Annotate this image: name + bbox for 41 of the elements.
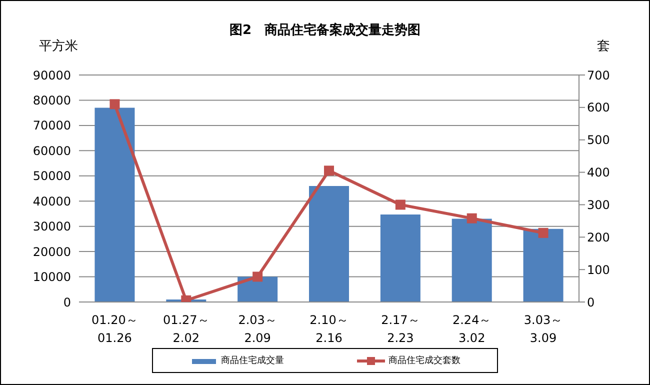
y-tick-label: 10000	[32, 270, 71, 284]
point	[252, 272, 263, 282]
y-tick-label: 30000	[32, 220, 71, 234]
bar	[523, 228, 564, 302]
point	[466, 213, 477, 224]
y2-tick-label: 100	[587, 262, 610, 277]
point	[110, 99, 120, 110]
y-tick-label: 40000	[32, 194, 71, 208]
point	[395, 200, 406, 210]
x-tick-label: 3.03～ 3.09	[524, 313, 563, 345]
y-tick-label: 0	[63, 295, 71, 310]
y2-tick-label: 600	[587, 100, 610, 115]
y2-tick-label: 500	[587, 133, 610, 148]
y2-tick-label: 0	[587, 295, 595, 310]
y2-tick-label: 300	[587, 198, 610, 212]
x-tick-label: 2.17～ 2.23	[381, 313, 420, 345]
bar	[309, 186, 349, 302]
x-tick-label: 01.20～ 01.26	[92, 313, 138, 345]
y-tick-label: 60000	[32, 144, 71, 158]
bar	[380, 214, 420, 302]
legend-label: 商品住宅成交套数	[387, 354, 460, 367]
y-tick-label: 70000	[32, 118, 71, 133]
bar	[94, 108, 135, 302]
y2-tick-label: 700	[587, 68, 610, 82]
chart-title: 图2 商品住宅备案成交量走势图	[228, 22, 422, 39]
x-tick-label: 01.27～ 2.02	[162, 313, 210, 345]
y2-axis-title: 套	[597, 38, 610, 55]
y2-tick-label: 200	[587, 230, 610, 244]
bar	[452, 218, 492, 302]
point	[538, 228, 548, 238]
y-tick-label: 90000	[32, 68, 71, 82]
x-tick-label: 2.10～ 2.16	[310, 313, 348, 345]
legend-label: 商品住宅成交量	[220, 354, 284, 367]
y2-tick-label: 400	[587, 166, 610, 180]
y-axis-title: 平方米	[39, 38, 78, 55]
x-tick-label: 2.24～ 3.02	[452, 313, 492, 345]
point	[324, 166, 334, 176]
x-tick-label: 2.03～ 2.09	[238, 313, 277, 345]
y-tick-label: 80000	[32, 93, 71, 108]
y-tick-label: 20000	[32, 244, 71, 259]
y-tick-label: 50000	[32, 169, 71, 184]
